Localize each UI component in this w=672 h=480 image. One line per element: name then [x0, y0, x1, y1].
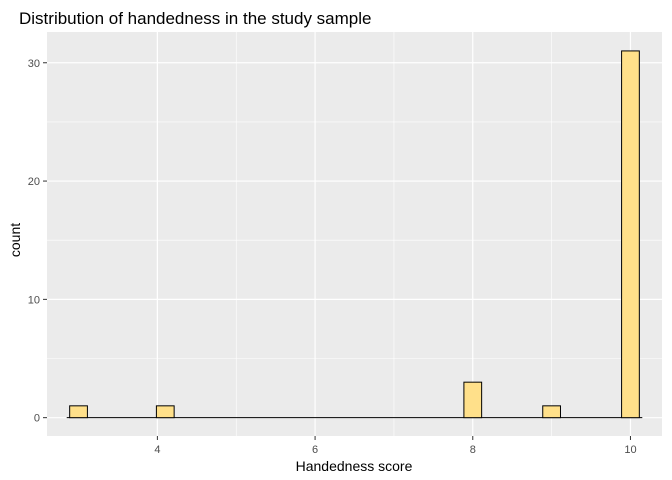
histogram-bars: [66, 50, 643, 419]
minor-gridlines-y: [47, 121, 662, 359]
x-axis-title: Handedness score: [296, 458, 413, 474]
histogram-bar: [463, 381, 483, 419]
x-tick-label: 4: [154, 444, 160, 456]
histogram-bar: [621, 50, 640, 419]
x-tick-label: 10: [624, 444, 636, 456]
y-tick-label: 20: [28, 176, 40, 188]
y-tick-label: 0: [34, 413, 40, 425]
chart-title: Distribution of handedness in the study …: [19, 9, 371, 28]
axis-ticks: [43, 62, 631, 440]
x-tick-label: 6: [312, 444, 318, 456]
y-tick-label: 10: [28, 294, 40, 306]
minor-gridlines-x: [235, 32, 552, 436]
x-tick-label: 8: [470, 444, 476, 456]
histogram-bar: [542, 405, 561, 419]
y-tick-label: 30: [28, 58, 40, 70]
histogram-bar: [155, 405, 175, 419]
x-tick-labels: 4 6 8 10: [154, 444, 636, 456]
y-tick-labels: 0 10 20 30: [28, 58, 40, 425]
y-axis-title: count: [7, 223, 23, 257]
histogram-bar: [69, 405, 88, 419]
plot-panel: [47, 32, 662, 436]
